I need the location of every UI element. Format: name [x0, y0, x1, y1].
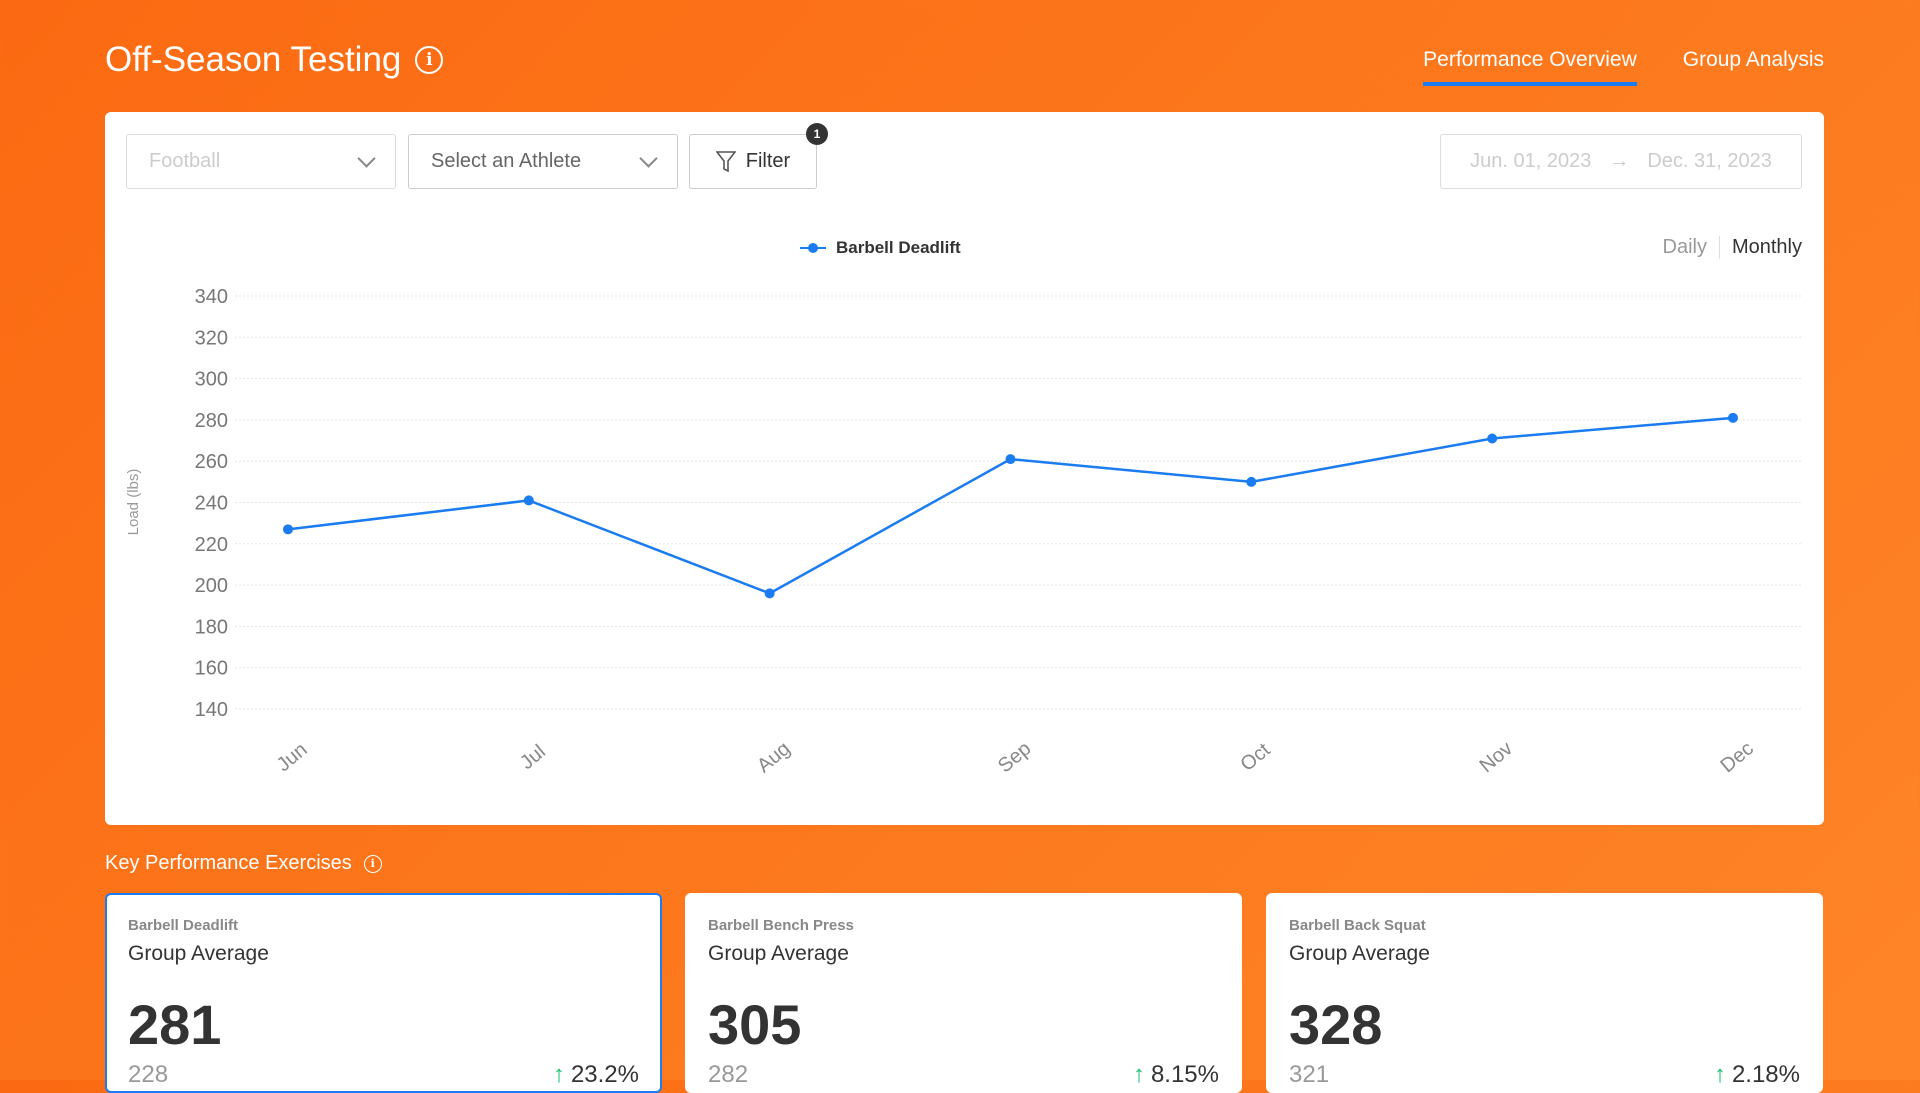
y-tick-label: 260: [195, 451, 228, 473]
y-tick-label: 280: [195, 410, 228, 432]
kpi-value: 305: [708, 993, 802, 1056]
y-tick-label: 140: [195, 699, 228, 721]
kpi-previous: 228: [128, 1061, 169, 1088]
kpi-change: 23.2%: [570, 1061, 639, 1088]
filter-label: Filter: [745, 150, 791, 172]
athlete-select[interactable]: Select an Athlete: [408, 134, 678, 189]
date-end: Dec. 31, 2023: [1647, 150, 1772, 172]
kpi-label: Group Average: [128, 942, 269, 965]
x-tick-label: Aug: [753, 738, 794, 778]
filter-button[interactable]: Filter 1: [689, 123, 828, 189]
page-title: Off-Season Testing i: [105, 40, 444, 80]
kpi-exercise: Barbell Deadlift: [128, 917, 239, 934]
view-tabs: Performance Overview Group Analysis: [1423, 48, 1824, 86]
kpi-previous: 282: [708, 1061, 749, 1088]
athlete-placeholder: Select an Athlete: [431, 150, 582, 172]
data-point: [1005, 454, 1016, 465]
tab-performance-overview[interactable]: Performance Overview: [1423, 48, 1637, 86]
kpi-change: 2.18%: [1731, 1061, 1800, 1088]
series-line: [287, 416, 1734, 595]
kpi-section-title: Key Performance Exercises i: [105, 852, 382, 875]
info-icon[interactable]: i: [363, 854, 382, 873]
arrow-up-icon: ↑: [552, 1061, 565, 1088]
y-tick-label: 160: [195, 658, 228, 680]
arrow-up-icon: ↑: [1713, 1061, 1726, 1088]
legend-line-icon: [800, 243, 826, 253]
monthly-option[interactable]: Monthly: [1731, 236, 1802, 258]
kpi-card-bench-press[interactable]: Barbell Bench Press Group Average 305 28…: [685, 893, 1242, 1093]
legend-label: Barbell Deadlift: [836, 238, 961, 257]
kpi-section-label: Key Performance Exercises: [105, 852, 352, 874]
data-point: [1246, 476, 1257, 487]
granularity-toggle: Daily Monthly: [1663, 236, 1802, 259]
kpi-previous: 321: [1289, 1061, 1330, 1088]
x-tick-label: Dec: [1716, 738, 1757, 778]
kpi-value: 281: [128, 993, 222, 1056]
page-title-text: Off-Season Testing: [105, 40, 402, 79]
kpi-label: Group Average: [708, 942, 849, 965]
kpi-card-back-squat[interactable]: Barbell Back Squat Group Average 328 321…: [1266, 893, 1823, 1093]
kpi-label: Group Average: [1289, 942, 1430, 965]
date-range-picker[interactable]: Jun. 01, 2023 → Dec. 31, 2023: [1440, 134, 1802, 189]
y-tick-label: 240: [195, 493, 228, 515]
kpi-exercise: Barbell Bench Press: [708, 917, 854, 934]
chart-card: Football Select an Athlete Filter 1 Jun.…: [105, 112, 1824, 825]
x-tick-label: Oct: [1236, 739, 1274, 776]
tab-group-analysis[interactable]: Group Analysis: [1682, 48, 1824, 71]
info-icon[interactable]: i: [415, 46, 444, 74]
y-tick-label: 340: [195, 286, 228, 308]
data-point: [523, 495, 534, 506]
funnel-icon: [715, 150, 736, 172]
sport-select[interactable]: Football: [126, 134, 396, 189]
data-point: [764, 588, 775, 599]
y-tick-label: 220: [195, 534, 228, 556]
daily-option[interactable]: Daily: [1663, 236, 1720, 259]
kpi-exercise: Barbell Back Squat: [1289, 917, 1426, 934]
x-tick-label: Nov: [1476, 738, 1517, 778]
x-tick-label: Jul: [516, 741, 550, 774]
y-tick-label: 300: [195, 369, 228, 391]
y-tick-label: 320: [195, 327, 228, 349]
data-point: [1728, 412, 1738, 423]
y-axis-label: Load (lbs): [125, 469, 142, 536]
line-chart: 340 320 300 280 260 240 220 200 180 160 140 Load (l…: [125, 286, 1802, 778]
data-point: [1487, 433, 1498, 444]
chart-legend: Barbell Deadlift: [800, 238, 961, 258]
x-tick-label: Jun: [273, 739, 312, 777]
kpi-value: 328: [1289, 993, 1383, 1056]
y-tick-label: 180: [195, 616, 228, 638]
arrow-up-icon: ↑: [1132, 1061, 1145, 1088]
date-start: Jun. 01, 2023: [1470, 150, 1592, 172]
y-tick-label: 200: [195, 575, 228, 597]
filter-count-badge: 1: [806, 123, 828, 145]
data-point: [283, 524, 293, 535]
kpi-change: 8.15%: [1150, 1061, 1219, 1088]
arrow-right-icon: →: [1609, 150, 1630, 172]
x-tick-label: Sep: [994, 738, 1035, 778]
sport-value: Football: [149, 150, 221, 172]
kpi-card-deadlift[interactable]: Barbell Deadlift Group Average 281 228 ↑ 2…: [105, 893, 662, 1093]
